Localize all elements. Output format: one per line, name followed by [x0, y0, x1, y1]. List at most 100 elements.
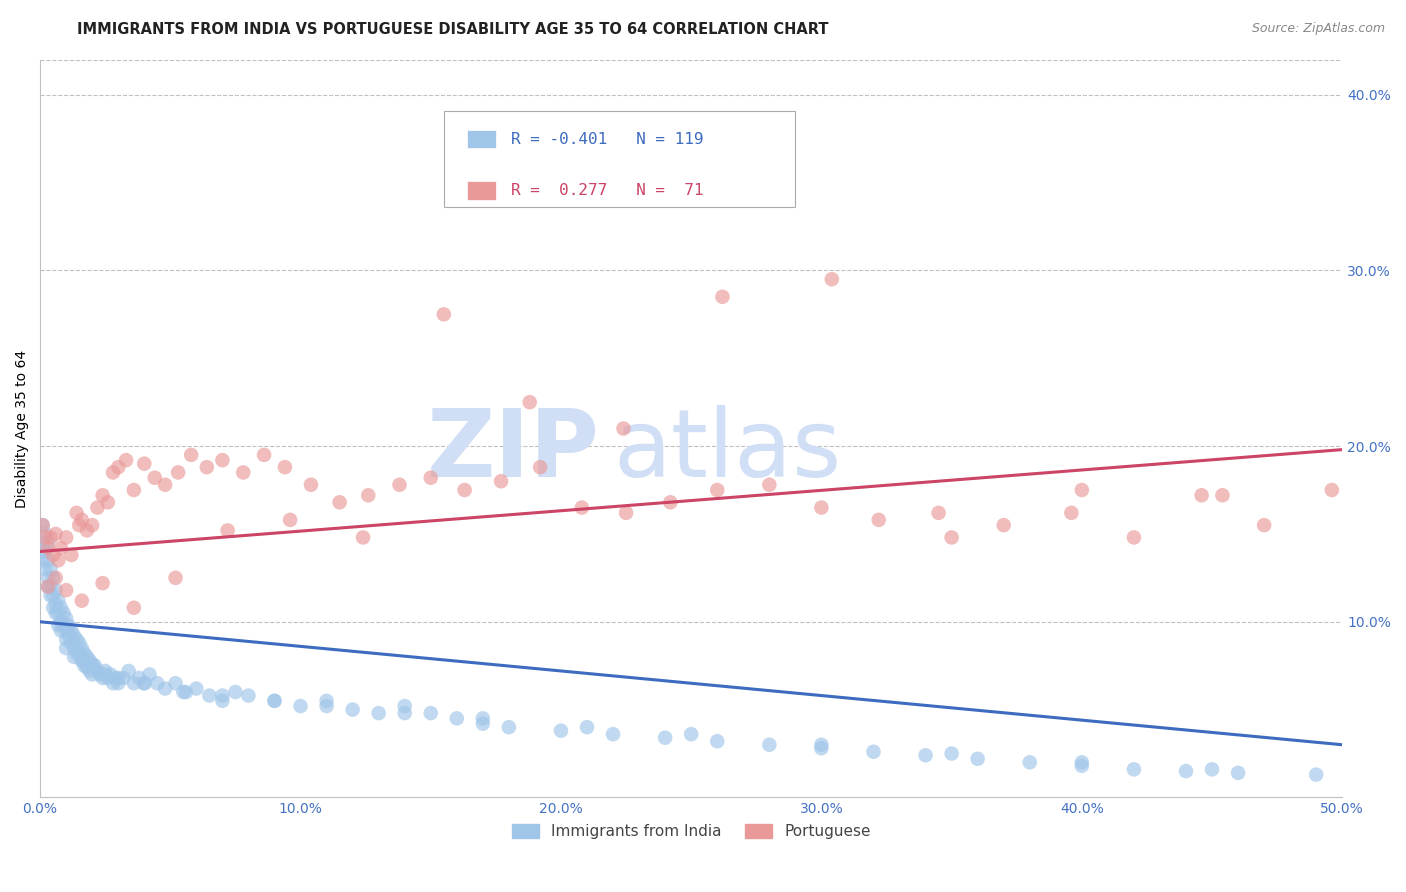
Point: [45, 583, 67, 598]
Point: [1060, 506, 1083, 520]
Point: [138, 667, 160, 681]
Point: [97, 495, 120, 509]
Point: [31, 535, 53, 549]
Point: [67, 518, 90, 533]
Point: [211, 689, 233, 703]
Point: [810, 741, 832, 756]
Point: [134, 457, 156, 471]
Point: [34, 562, 56, 576]
Point: [180, 448, 202, 462]
Point: [91, 576, 114, 591]
Point: [94, 667, 117, 681]
Point: [107, 460, 129, 475]
Point: [112, 671, 135, 685]
Point: [195, 460, 218, 475]
Point: [966, 752, 988, 766]
Point: [58, 629, 80, 643]
Point: [1070, 483, 1092, 497]
Point: [45, 597, 67, 611]
Point: [34, 531, 56, 545]
Point: [1320, 483, 1343, 497]
Point: [91, 488, 114, 502]
Point: [82, 667, 104, 681]
Text: Source: ZipAtlas.com: Source: ZipAtlas.com: [1251, 22, 1385, 36]
Point: [941, 531, 963, 545]
Point: [711, 290, 734, 304]
Point: [143, 471, 166, 485]
Point: [453, 483, 475, 497]
Point: [471, 711, 494, 725]
Point: [67, 647, 90, 661]
Point: [614, 506, 637, 520]
Point: [45, 606, 67, 620]
Point: [1175, 764, 1198, 778]
Point: [101, 466, 124, 480]
Point: [37, 580, 59, 594]
Point: [167, 466, 190, 480]
Point: [107, 676, 129, 690]
Point: [89, 667, 111, 681]
Point: [49, 624, 72, 638]
Point: [993, 518, 1015, 533]
Point: [97, 671, 120, 685]
Point: [58, 618, 80, 632]
Point: [79, 653, 101, 667]
Point: [681, 727, 703, 741]
Point: [86, 500, 108, 515]
Point: [914, 748, 936, 763]
Point: [342, 703, 364, 717]
Point: [63, 629, 86, 643]
Point: [758, 738, 780, 752]
Point: [39, 531, 62, 545]
Point: [1227, 765, 1250, 780]
Point: [45, 571, 67, 585]
Point: [31, 553, 53, 567]
Point: [134, 676, 156, 690]
Point: [315, 694, 337, 708]
Point: [82, 518, 104, 533]
Point: [529, 460, 551, 475]
Point: [39, 589, 62, 603]
FancyBboxPatch shape: [444, 112, 796, 207]
Point: [46, 618, 69, 632]
Point: [186, 681, 208, 696]
Point: [367, 706, 389, 720]
Point: [1070, 759, 1092, 773]
Point: [39, 580, 62, 594]
Point: [357, 488, 380, 502]
Point: [70, 593, 93, 607]
Point: [70, 641, 93, 656]
Point: [63, 641, 86, 656]
Point: [37, 580, 59, 594]
Point: [146, 676, 169, 690]
Point: [49, 600, 72, 615]
Point: [46, 553, 69, 567]
Point: [76, 524, 98, 538]
Point: [128, 671, 150, 685]
Point: [52, 618, 75, 632]
Point: [446, 711, 468, 725]
Point: [394, 706, 416, 720]
Point: [862, 745, 884, 759]
Point: [107, 671, 129, 685]
Point: [217, 524, 239, 538]
Point: [211, 453, 233, 467]
Point: [498, 720, 520, 734]
Point: [37, 571, 59, 585]
Point: [1211, 488, 1233, 502]
Point: [153, 681, 176, 696]
Point: [115, 453, 138, 467]
Point: [55, 531, 77, 545]
Point: [1305, 767, 1327, 781]
Point: [37, 535, 59, 549]
Text: ZIP: ZIP: [427, 405, 600, 497]
Point: [232, 466, 254, 480]
Point: [471, 716, 494, 731]
Point: [571, 500, 593, 515]
Point: [60, 624, 83, 638]
Point: [1122, 762, 1144, 776]
Point: [153, 477, 176, 491]
Point: [37, 553, 59, 567]
Point: [67, 636, 90, 650]
Point: [1122, 531, 1144, 545]
